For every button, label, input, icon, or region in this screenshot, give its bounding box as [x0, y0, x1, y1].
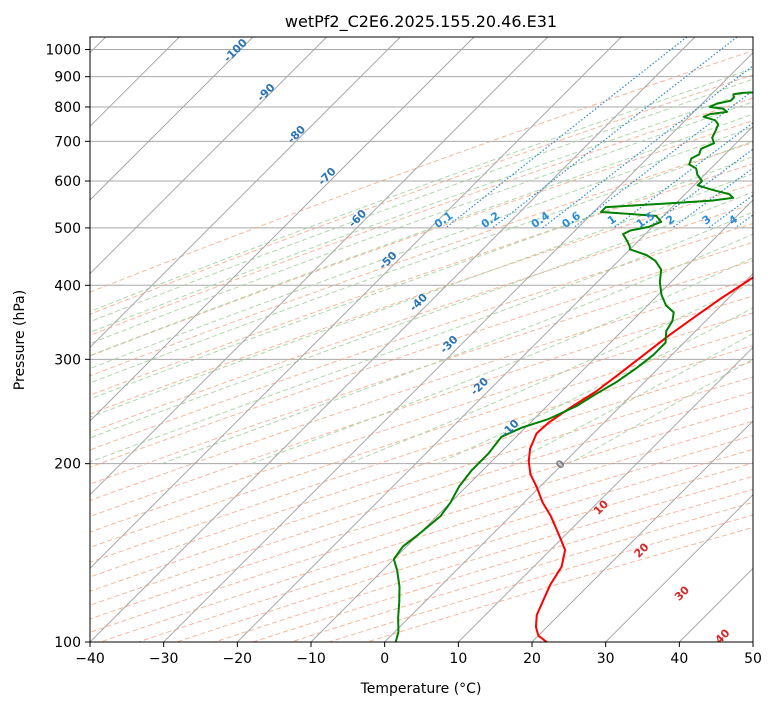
mixing-ratio-line — [542, 65, 753, 229]
isotherm — [90, 37, 696, 642]
plot-area: 0.10.20.40.611.52346810131620253036-100-… — [90, 37, 753, 642]
dry-adiabat — [90, 50, 753, 293]
x-tick-label: 30 — [597, 651, 615, 667]
x-tick-label: −10 — [296, 651, 326, 667]
y-tick-label: 800 — [54, 100, 81, 116]
mixing-ratio-line — [492, 37, 738, 229]
y-tick-label: 100 — [54, 635, 81, 651]
moist-adiabat — [90, 113, 753, 357]
mixing-ratio-line — [445, 37, 688, 229]
y-tick-label: 1000 — [45, 43, 81, 59]
dry-adiabat — [90, 260, 753, 485]
x-axis-label: Temperature (°C) — [360, 681, 482, 697]
isotherm — [605, 493, 753, 642]
isotherm — [90, 37, 328, 275]
dry-adiabat — [90, 183, 753, 415]
isotherm — [310, 199, 753, 642]
y-tick-label: 600 — [54, 174, 81, 190]
moist-adiabat — [90, 191, 753, 439]
dry-adiabat — [90, 142, 753, 377]
x-tick-label: 50 — [744, 651, 762, 667]
y-tick-label: 700 — [54, 134, 81, 150]
isotherm — [90, 37, 401, 349]
moist-adiabat — [90, 67, 753, 313]
y-axis-ticks: 1000 900 800 700 600 500 400 300 200 100 — [45, 43, 90, 651]
chart-title: wetPf2_C2E6.2025.155.20.46.E31 — [285, 12, 557, 32]
y-tick-label: 900 — [54, 70, 81, 86]
temperature-profile-line — [527, 276, 753, 642]
mixing-ratio-line — [613, 122, 753, 229]
mixing-ratio-lines — [445, 37, 753, 229]
dry-adiabat — [90, 345, 753, 563]
x-tick-label: 40 — [670, 651, 688, 667]
moist-adiabats — [90, 67, 753, 465]
x-tick-label: 0 — [380, 651, 389, 667]
moist-adiabat — [90, 140, 753, 384]
x-tick-label: −40 — [75, 651, 105, 667]
y-tick-label: 200 — [54, 457, 81, 473]
x-tick-label: 10 — [449, 651, 467, 667]
isotherm — [236, 125, 753, 642]
dry-adiabat — [90, 277, 753, 501]
isotherm — [384, 272, 753, 642]
dry-adiabat — [90, 391, 753, 606]
plot-frame — [89, 36, 754, 643]
isotherm — [90, 37, 549, 496]
x-axis-ticks: −40 −30 −20 −10 0 10 20 30 40 50 — [75, 642, 762, 667]
dry-adiabat — [90, 376, 753, 592]
profile-series — [392, 91, 753, 642]
isotherm — [457, 346, 753, 642]
y-tick-label: 400 — [54, 278, 81, 294]
dry-adiabat — [90, 312, 753, 533]
dry-adiabats — [90, 50, 753, 642]
dry-adiabat — [90, 295, 753, 518]
isotherm — [90, 37, 254, 201]
mixing-ratio-line — [672, 167, 753, 229]
dry-adiabat — [90, 360, 753, 578]
moist-adiabat — [437, 307, 753, 465]
pressure-grid — [90, 49, 753, 642]
y-tick-label: 300 — [54, 352, 81, 368]
dry-adiabat — [90, 97, 753, 336]
y-tick-label: 500 — [54, 221, 81, 237]
isotherm — [90, 37, 475, 422]
isotherm — [163, 51, 753, 642]
moist-adiabat — [90, 101, 753, 345]
x-tick-label: 20 — [523, 651, 541, 667]
dewpoint-profile-line — [392, 91, 753, 642]
dry-adiabat — [90, 163, 753, 396]
moist-adiabat — [347, 281, 753, 465]
y-axis-label: Pressure (hPa) — [12, 290, 28, 390]
x-tick-label: −30 — [149, 651, 179, 667]
moist-adiabat — [90, 172, 753, 418]
moist-adiabat — [161, 233, 753, 465]
isotherm — [90, 37, 622, 570]
dry-adiabat — [90, 328, 753, 548]
x-tick-label: −20 — [223, 651, 253, 667]
moist-adiabat — [90, 78, 753, 323]
isotherm — [531, 420, 753, 642]
skewed-isotherms — [90, 37, 753, 642]
